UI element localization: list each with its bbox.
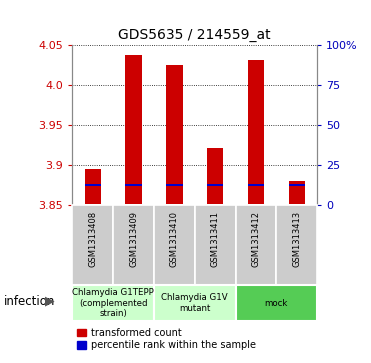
Bar <box>166 184 183 186</box>
Bar <box>248 184 264 186</box>
Bar <box>154 205 195 285</box>
Text: GSM1313413: GSM1313413 <box>292 211 301 267</box>
Text: ▶: ▶ <box>45 295 55 308</box>
Bar <box>248 60 264 204</box>
Text: GSM1313412: GSM1313412 <box>252 211 260 267</box>
Bar <box>154 285 236 321</box>
Bar <box>207 184 223 186</box>
Bar <box>276 205 317 285</box>
Text: GSM1313411: GSM1313411 <box>211 211 220 267</box>
Text: GSM1313410: GSM1313410 <box>170 211 179 267</box>
Legend: transformed count, percentile rank within the sample: transformed count, percentile rank withi… <box>77 328 256 350</box>
Bar <box>72 205 113 285</box>
Bar <box>85 184 101 186</box>
Bar <box>236 205 276 285</box>
Bar <box>125 184 142 186</box>
Text: Chlamydia G1V
mutant: Chlamydia G1V mutant <box>161 293 228 313</box>
Bar <box>236 285 317 321</box>
Text: mock: mock <box>265 299 288 307</box>
Text: Chlamydia G1TEPP
(complemented
strain): Chlamydia G1TEPP (complemented strain) <box>72 288 154 318</box>
Text: GSM1313408: GSM1313408 <box>88 211 97 267</box>
Bar <box>195 205 236 285</box>
Title: GDS5635 / 214559_at: GDS5635 / 214559_at <box>118 28 271 42</box>
Bar <box>125 55 142 204</box>
Bar <box>289 184 305 186</box>
Bar <box>72 285 154 321</box>
Bar <box>207 148 223 204</box>
Text: infection: infection <box>4 295 55 308</box>
Bar <box>166 65 183 204</box>
Bar <box>289 181 305 204</box>
Bar <box>113 205 154 285</box>
Bar <box>85 169 101 204</box>
Text: GSM1313409: GSM1313409 <box>129 211 138 267</box>
